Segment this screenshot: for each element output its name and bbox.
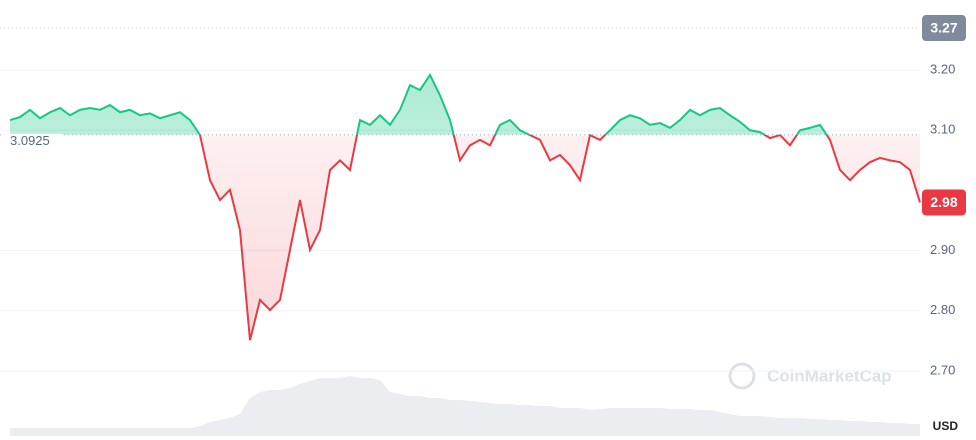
current-label: 2.98 [930, 194, 957, 210]
watermark: CoinMarketCap [728, 362, 892, 390]
line-down [198, 134, 921, 341]
high-badge [922, 15, 966, 42]
area-down [199, 134, 920, 341]
current-badge [922, 189, 966, 216]
watermark-text: CoinMarketCap [767, 366, 892, 385]
line-up [9, 72, 828, 135]
baseline-label-bg [4, 133, 62, 150]
y-tick-label: 2.70 [930, 362, 955, 377]
y-tick-label: 2.90 [930, 242, 955, 257]
high-label: 3.27 [930, 20, 957, 36]
volume-area [10, 376, 920, 436]
area-up [10, 74, 920, 135]
y-tick-label: 3.10 [930, 122, 955, 137]
y-tick-label: 3.20 [930, 62, 955, 77]
baseline-label: 3.0925 [10, 133, 50, 148]
currency: USD [933, 419, 959, 433]
y-tick-label: 2.80 [930, 302, 955, 317]
